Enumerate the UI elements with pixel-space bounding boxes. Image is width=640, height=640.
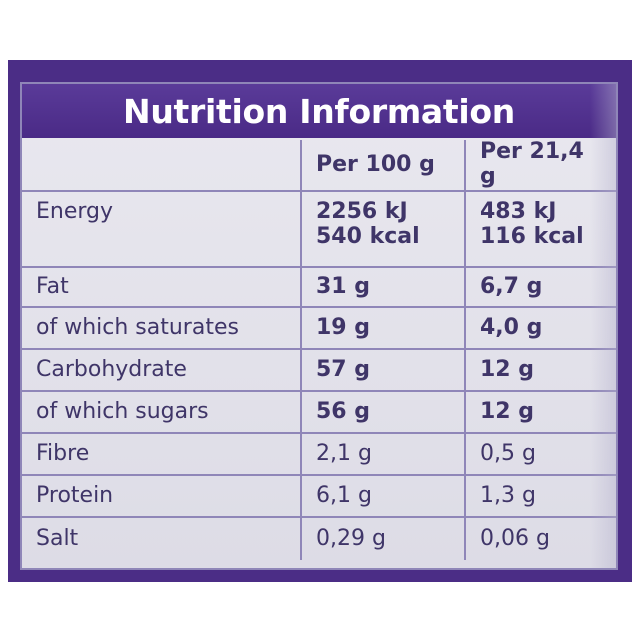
- fat-per-serving-cell: 6,7 g: [466, 268, 616, 308]
- column-header-per-100g: Per 100 g: [302, 140, 466, 192]
- row-label-saturates: of which saturates: [22, 308, 302, 350]
- sugars-per-serving: 12 g: [480, 398, 535, 424]
- row-label-text: Protein: [36, 482, 114, 508]
- sugars-per-serving-cell: 12 g: [466, 392, 616, 434]
- fat-per-100g-cell: 31 g: [302, 268, 466, 308]
- row-label-text: of which sugars: [36, 398, 209, 424]
- column-header-text: Per 21,4 g: [480, 139, 584, 189]
- nutrition-table: Per 100 g Per 21,4 g Energy 2256 kJ 540 …: [22, 139, 616, 568]
- energy-kcal-per-100g: 540 kcal: [316, 223, 420, 249]
- carbohydrate-per-100g: 57 g: [316, 356, 371, 382]
- row-label-text: Salt: [36, 525, 79, 551]
- energy-kcal-per-serving: 116 kcal: [480, 223, 584, 249]
- saturates-per-serving: 4,0 g: [480, 314, 543, 340]
- protein-per-serving-cell: 1,3 g: [466, 476, 616, 518]
- salt-per-100g: 0,29 g: [316, 525, 386, 551]
- salt-per-100g-cell: 0,29 g: [302, 518, 466, 560]
- protein-per-100g: 6,1 g: [316, 482, 372, 508]
- energy-kj-per-100g: 2256 kJ: [316, 199, 408, 224]
- column-header-text: Per 100 g: [316, 151, 435, 177]
- row-label-text: of which saturates: [36, 314, 239, 340]
- row-label-text: Fat: [36, 273, 69, 299]
- protein-per-serving: 1,3 g: [480, 482, 536, 508]
- fibre-per-serving: 0,5 g: [480, 440, 536, 466]
- fibre-per-100g: 2,1 g: [316, 440, 372, 466]
- row-label-energy: Energy: [22, 192, 302, 268]
- row-label-salt: Salt: [22, 518, 302, 560]
- row-label-carbohydrate: Carbohydrate: [22, 350, 302, 392]
- energy-per-serving-cell: 483 kJ 116 kcal: [466, 192, 616, 268]
- fat-per-serving: 6,7 g: [480, 273, 543, 299]
- saturates-per-serving-cell: 4,0 g: [466, 308, 616, 350]
- sugars-per-100g-cell: 56 g: [302, 392, 466, 434]
- nutrition-title: Nutrition Information: [22, 84, 616, 138]
- header-blank-cell: [22, 140, 302, 192]
- carbohydrate-per-serving: 12 g: [480, 356, 535, 382]
- salt-per-serving: 0,06 g: [480, 525, 550, 551]
- carbohydrate-per-100g-cell: 57 g: [302, 350, 466, 392]
- row-label-text: Carbohydrate: [36, 356, 187, 382]
- sugars-per-100g: 56 g: [316, 398, 371, 424]
- row-label-fat: Fat: [22, 268, 302, 308]
- fibre-per-serving-cell: 0,5 g: [466, 434, 616, 476]
- saturates-per-100g: 19 g: [316, 314, 371, 340]
- protein-per-100g-cell: 6,1 g: [302, 476, 466, 518]
- row-label-text: Fibre: [36, 440, 90, 466]
- row-label-text: Energy: [36, 199, 114, 224]
- column-header-per-serving: Per 21,4 g: [466, 139, 616, 192]
- carbohydrate-per-serving-cell: 12 g: [466, 350, 616, 392]
- energy-per-100g-cell: 2256 kJ 540 kcal: [302, 192, 466, 268]
- salt-per-serving-cell: 0,06 g: [466, 518, 616, 560]
- fibre-per-100g-cell: 2,1 g: [302, 434, 466, 476]
- row-label-fibre: Fibre: [22, 434, 302, 476]
- energy-kj-per-serving: 483 kJ: [480, 199, 557, 224]
- fat-per-100g: 31 g: [316, 273, 371, 299]
- row-label-sugars: of which sugars: [22, 392, 302, 434]
- row-label-protein: Protein: [22, 476, 302, 518]
- nutrition-table-card: Nutrition Information Per 100 g Per 21,4…: [20, 82, 618, 570]
- saturates-per-100g-cell: 19 g: [302, 308, 466, 350]
